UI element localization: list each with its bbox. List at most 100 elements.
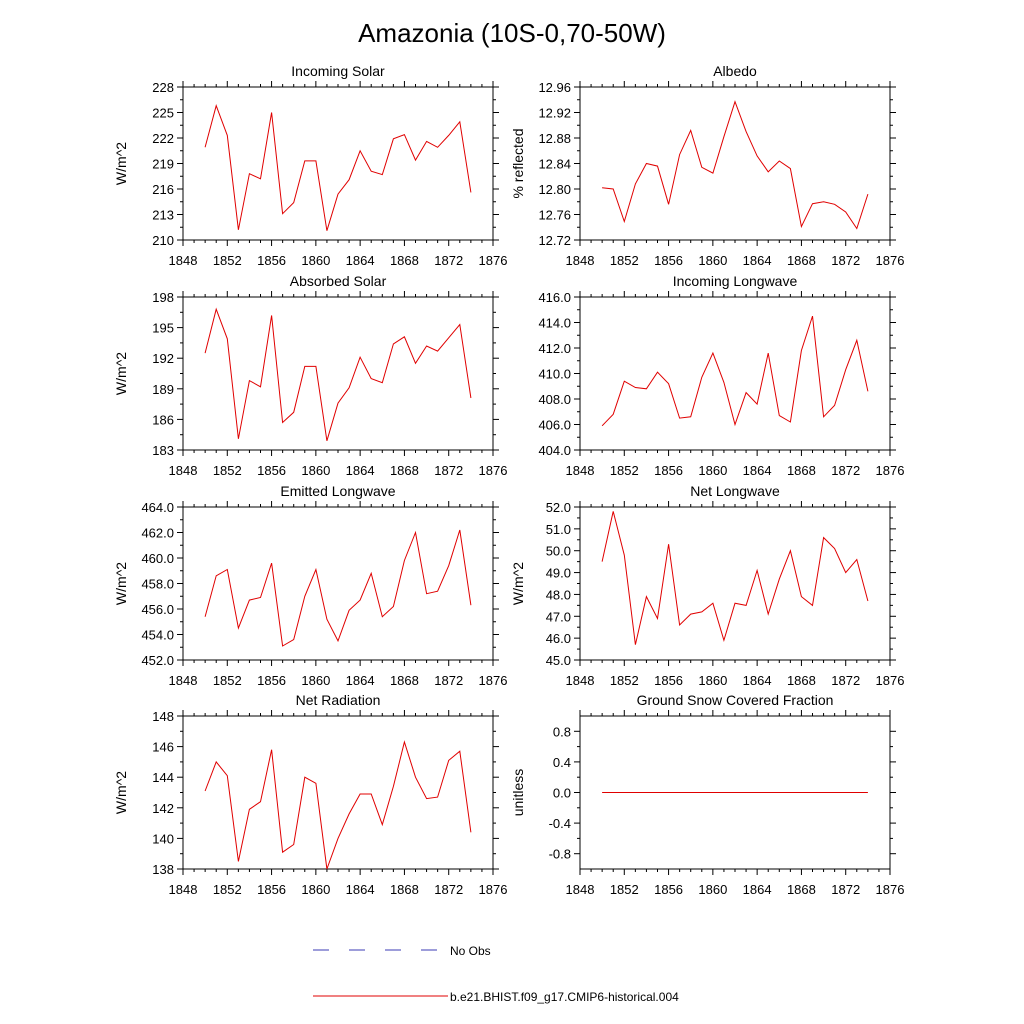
y-axis-label: unitless [510, 769, 526, 816]
y-tick-label: 454.0 [141, 628, 174, 643]
y-tick-label: 49.0 [546, 566, 571, 581]
y-tick-label: 50.0 [546, 544, 571, 559]
x-tick-label: 1872 [434, 463, 463, 478]
y-tick-label: 189 [152, 382, 174, 397]
y-tick-label: 144 [152, 770, 174, 785]
y-tick-label: 12.92 [538, 106, 571, 121]
y-tick-label: 12.76 [538, 208, 571, 223]
y-tick-label: 195 [152, 321, 174, 336]
x-tick-label: 1860 [698, 882, 727, 897]
x-tick-label: 1876 [479, 253, 508, 268]
x-tick-label: 1864 [743, 882, 772, 897]
y-tick-label: 458.0 [141, 577, 174, 592]
x-tick-label: 1868 [390, 253, 419, 268]
x-tick-label: 1868 [390, 673, 419, 688]
x-tick-label: 1856 [654, 253, 683, 268]
y-axis-label: W/m^2 [113, 771, 129, 814]
x-tick-label: 1856 [257, 882, 286, 897]
y-tick-label: 210 [152, 233, 174, 248]
y-tick-label: 456.0 [141, 602, 174, 617]
x-tick-label: 1848 [566, 463, 595, 478]
panel-title: Net Radiation [296, 692, 381, 708]
y-tick-label: 460.0 [141, 551, 174, 566]
panel-5: Emitted Longwave W/m^2 1848 1852 1856 1860 186… [113, 483, 507, 688]
y-tick-label: 462.0 [141, 526, 174, 541]
y-axis-label: W/m^2 [113, 142, 129, 185]
y-tick-label: 0.4 [553, 755, 571, 770]
y-tick-label: 138 [152, 862, 174, 877]
panel-title: Incoming Solar [291, 63, 385, 79]
x-tick-label: 1864 [743, 253, 772, 268]
y-tick-label: 404.0 [538, 443, 571, 458]
x-tick-label: 1868 [390, 463, 419, 478]
figure-title: Amazonia (10S-0,70-50W) [358, 18, 666, 48]
legend-model-label: b.e21.BHIST.f09_g17.CMIP6-historical.004 [450, 990, 679, 1004]
x-tick-label: 1876 [479, 463, 508, 478]
x-tick-label: 1848 [169, 463, 198, 478]
x-tick-label: 1876 [479, 673, 508, 688]
x-tick-label: 1856 [654, 882, 683, 897]
x-tick-label: 1852 [610, 673, 639, 688]
x-tick-label: 1848 [169, 882, 198, 897]
y-tick-label: 48.0 [546, 587, 571, 602]
panel-title: Net Longwave [690, 483, 780, 499]
panel-3: Absorbed Solar W/m^2 1848 1852 1856 1860 1864 1… [113, 273, 507, 478]
x-tick-label: 1872 [831, 673, 860, 688]
x-tick-label: 1848 [566, 253, 595, 268]
legend-obs-label: No Obs [450, 944, 491, 958]
panel-6: Net Longwave W/m^2 1848 1852 1856 1860 1864 186… [510, 483, 904, 688]
x-tick-label: 1864 [743, 463, 772, 478]
x-tick-label: 1868 [787, 673, 816, 688]
y-tick-label: 222 [152, 131, 174, 146]
series-line [601, 315, 869, 427]
plot-frame [579, 296, 891, 451]
y-tick-label: 146 [152, 740, 174, 755]
x-tick-label: 1868 [787, 882, 816, 897]
y-tick-label: 12.84 [538, 157, 571, 172]
plot-frame [182, 296, 494, 451]
y-tick-label: 410.0 [538, 367, 571, 382]
y-tick-label: 140 [152, 831, 174, 846]
y-tick-label: 416.0 [538, 290, 571, 305]
y-tick-label: 406.0 [538, 418, 571, 433]
series-line [204, 529, 472, 647]
panel-title: Albedo [713, 63, 757, 79]
y-tick-label: 51.0 [546, 522, 571, 537]
x-tick-label: 1856 [654, 673, 683, 688]
y-tick-label: 12.72 [538, 233, 571, 248]
y-tick-label: 186 [152, 412, 174, 427]
x-tick-label: 1852 [610, 463, 639, 478]
y-tick-label: 47.0 [546, 609, 571, 624]
y-tick-label: 142 [152, 801, 174, 816]
x-tick-label: 1868 [787, 253, 816, 268]
y-tick-label: 452.0 [141, 653, 174, 668]
y-axis-label: % reflected [510, 128, 526, 198]
y-tick-label: 12.96 [538, 80, 571, 95]
y-tick-label: 183 [152, 443, 174, 458]
x-tick-label: 1864 [346, 882, 375, 897]
y-tick-label: 225 [152, 106, 174, 121]
x-tick-label: 1860 [698, 253, 727, 268]
x-tick-label: 1868 [787, 463, 816, 478]
y-tick-label: 219 [152, 157, 174, 172]
plot-frame [579, 506, 891, 661]
plot-frame [579, 86, 891, 241]
y-axis-label: W/m^2 [113, 562, 129, 605]
x-tick-label: 1868 [390, 882, 419, 897]
x-tick-label: 1876 [876, 673, 905, 688]
series-line [204, 104, 472, 231]
y-tick-label: 414.0 [538, 316, 571, 331]
x-tick-label: 1872 [831, 463, 860, 478]
y-tick-label: 12.80 [538, 182, 571, 197]
x-tick-label: 1864 [346, 673, 375, 688]
panel-2: Albedo % reflected 1848 1852 1856 1860 1864 186… [510, 63, 904, 268]
y-tick-label: 45.0 [546, 653, 571, 668]
panel-title: Incoming Longwave [673, 273, 798, 289]
y-tick-label: 213 [152, 208, 174, 223]
y-tick-label: 198 [152, 290, 174, 305]
y-tick-label: 412.0 [538, 341, 571, 356]
y-tick-label: 148 [152, 709, 174, 724]
plot-frame [182, 86, 494, 241]
x-tick-label: 1860 [301, 673, 330, 688]
x-tick-label: 1872 [434, 253, 463, 268]
